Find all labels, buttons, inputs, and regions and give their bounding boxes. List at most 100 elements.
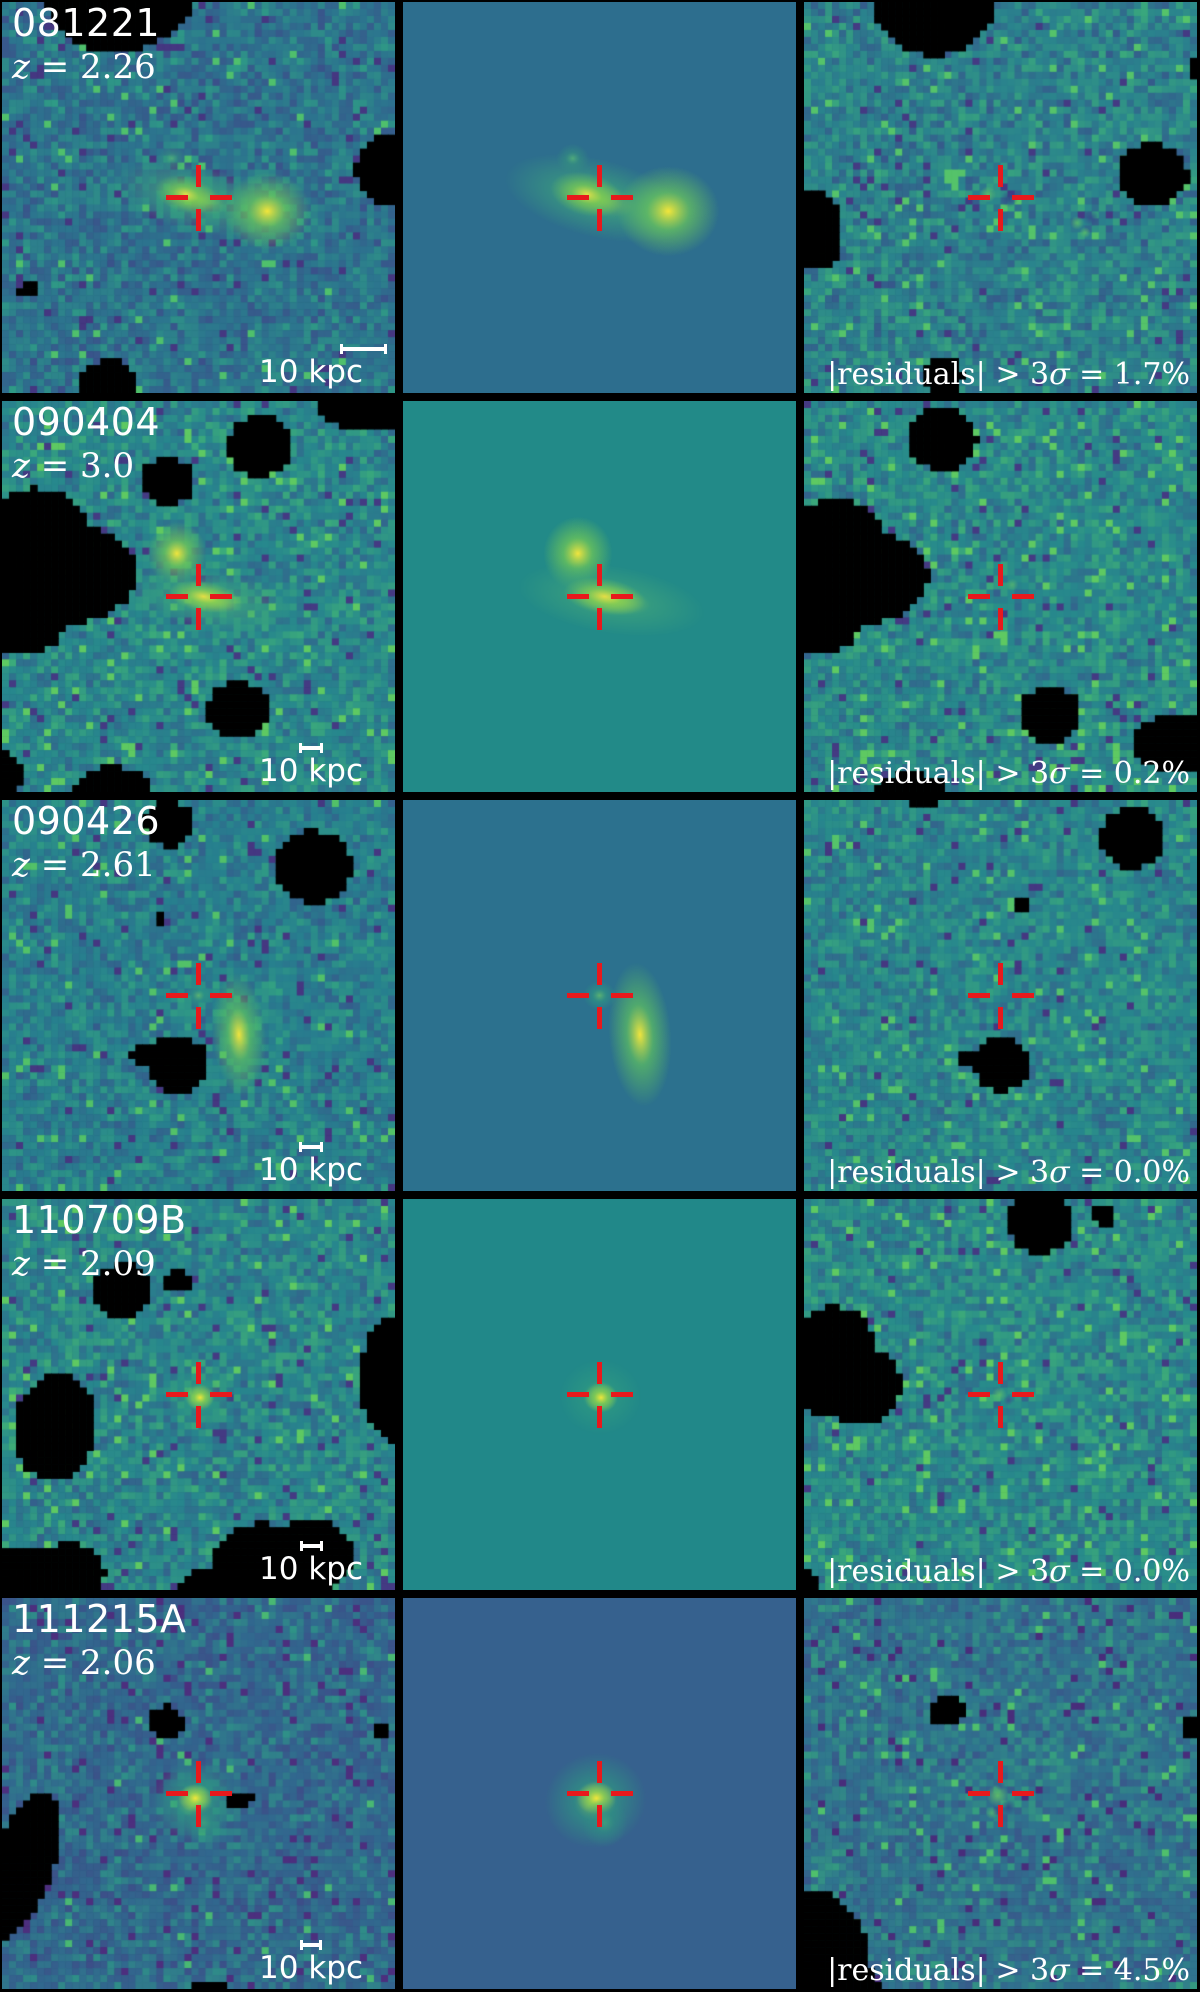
sigma-symbol: σ <box>1049 1953 1070 1988</box>
crosshair-tick-right <box>610 993 633 998</box>
residual-stat-label: |residuals| > 3σ = 0.0% <box>827 1554 1190 1589</box>
grb-id-label: 110709B <box>12 1199 187 1242</box>
crosshair-tick-bottom <box>196 1006 201 1029</box>
residual-image-panel: |residuals| > 3σ = 1.7% <box>804 2 1197 393</box>
scale-bar-line <box>299 1541 323 1552</box>
crosshair-tick-right <box>209 195 232 200</box>
crosshair-tick-top <box>196 962 201 985</box>
scale-bar: 10 kpc <box>259 344 387 391</box>
scale-bar-label: 10 kpc <box>259 1551 363 1588</box>
residual-stat-prefix: |residuals| > 3 <box>827 1953 1050 1988</box>
scale-bar-label: 10 kpc <box>259 1152 363 1189</box>
crosshair-tick-left <box>967 195 990 200</box>
crosshair-tick-top <box>597 563 602 586</box>
crosshair-tick-right <box>1011 1392 1034 1397</box>
residual-stat-label: |residuals| > 3σ = 1.7% <box>827 357 1190 392</box>
residual-image-panel: |residuals| > 3σ = 0.0% <box>804 800 1197 1191</box>
crosshair-tick-bottom <box>998 1006 1003 1029</box>
residual-stat-value: = 1.7% <box>1069 357 1190 392</box>
crosshair-tick-left <box>566 993 589 998</box>
model-image-panel <box>403 1598 796 1989</box>
grb-id-label: 090426 <box>12 800 161 843</box>
observed-image-canvas <box>2 1199 395 1590</box>
scale-bar: 10 kpc <box>259 1541 363 1588</box>
residual-stat-prefix: |residuals| > 3 <box>827 1155 1050 1190</box>
scale-bar: 10 kpc <box>259 1940 363 1987</box>
model-image-panel <box>403 2 796 393</box>
model-image-panel <box>403 401 796 792</box>
redshift-value: = 3.0 <box>29 446 135 486</box>
model-image-canvas <box>403 2 796 393</box>
observed-image-panel: 111215A z = 2.06 10 kpc <box>2 1598 395 1989</box>
sigma-symbol: σ <box>1049 1554 1070 1589</box>
residual-stat-label: |residuals| > 3σ = 4.5% <box>827 1953 1190 1988</box>
crosshair-tick-left <box>967 1392 990 1397</box>
observed-image-panel: 090404 z = 3.0 10 kpc <box>2 401 395 792</box>
crosshair-tick-left <box>967 594 990 599</box>
redshift-label: z = 2.61 <box>12 845 156 885</box>
crosshair-tick-left <box>165 1392 188 1397</box>
redshift-value: = 2.09 <box>29 1244 156 1284</box>
scale-bar-label: 10 kpc <box>259 1950 363 1987</box>
crosshair-tick-bottom <box>597 208 602 231</box>
scale-bar: 10 kpc <box>259 1142 363 1189</box>
crosshair-tick-left <box>165 594 188 599</box>
residual-stat-value: = 4.5% <box>1069 1953 1190 1988</box>
crosshair-tick-bottom <box>998 607 1003 630</box>
residual-stat-value: = 0.0% <box>1069 1554 1190 1589</box>
crosshair-tick-top <box>196 563 201 586</box>
model-image-canvas <box>403 401 796 792</box>
crosshair-tick-right <box>610 594 633 599</box>
crosshair-tick-bottom <box>196 1405 201 1428</box>
observed-image-panel: 090426 z = 2.61 10 kpc <box>2 800 395 1191</box>
scale-bar: 10 kpc <box>259 743 363 790</box>
crosshair-tick-top <box>196 1361 201 1384</box>
residual-stat-value: = 0.0% <box>1069 1155 1190 1190</box>
sigma-symbol: σ <box>1049 1155 1070 1190</box>
model-image-canvas <box>403 1199 796 1590</box>
grb-id-label: 081221 <box>12 2 161 45</box>
scale-bar-line <box>299 1142 323 1153</box>
crosshair-tick-bottom <box>196 607 201 630</box>
crosshair-tick-top <box>998 1361 1003 1384</box>
residual-image-panel: |residuals| > 3σ = 4.5% <box>804 1598 1197 1989</box>
crosshair-tick-left <box>165 993 188 998</box>
model-image-panel <box>403 800 796 1191</box>
model-image-canvas <box>403 1598 796 1989</box>
observed-image-panel: 081221 z = 2.26 10 kpc <box>2 2 395 393</box>
observed-image-panel: 110709B z = 2.09 10 kpc <box>2 1199 395 1590</box>
crosshair-tick-bottom <box>998 1405 1003 1428</box>
crosshair-tick-top <box>597 962 602 985</box>
redshift-variable: z <box>12 47 30 87</box>
residual-stat-label: |residuals| > 3σ = 0.0% <box>827 1155 1190 1190</box>
crosshair-tick-right <box>209 594 232 599</box>
crosshair-tick-bottom <box>597 1804 602 1827</box>
crosshair-tick-top <box>597 164 602 187</box>
crosshair-tick-left <box>967 993 990 998</box>
observed-image-canvas <box>2 800 395 1191</box>
residual-stat-prefix: |residuals| > 3 <box>827 1554 1050 1589</box>
crosshair-tick-bottom <box>196 208 201 231</box>
crosshair-tick-right <box>1011 1791 1034 1796</box>
observed-image-canvas <box>2 2 395 393</box>
redshift-variable: z <box>12 1643 30 1683</box>
crosshair-tick-right <box>209 993 232 998</box>
scale-bar-line <box>299 743 323 754</box>
scale-bar-label: 10 kpc <box>259 753 363 790</box>
crosshair-tick-right <box>610 1791 633 1796</box>
residual-stat-prefix: |residuals| > 3 <box>827 756 1050 791</box>
residual-image-canvas <box>804 1598 1197 1989</box>
residual-image-panel: |residuals| > 3σ = 0.0% <box>804 1199 1197 1590</box>
crosshair-tick-left <box>165 1791 188 1796</box>
grb-id-label: 111215A <box>12 1598 187 1641</box>
crosshair-tick-bottom <box>998 208 1003 231</box>
model-image-panel <box>403 1199 796 1590</box>
redshift-label: z = 2.06 <box>12 1643 156 1683</box>
scale-bar-label: 10 kpc <box>259 354 363 391</box>
residual-stat-value: = 0.2% <box>1069 756 1190 791</box>
crosshair-tick-top <box>597 1361 602 1384</box>
crosshair-tick-right <box>209 1791 232 1796</box>
crosshair-tick-left <box>967 1791 990 1796</box>
observed-image-canvas <box>2 1598 395 1989</box>
